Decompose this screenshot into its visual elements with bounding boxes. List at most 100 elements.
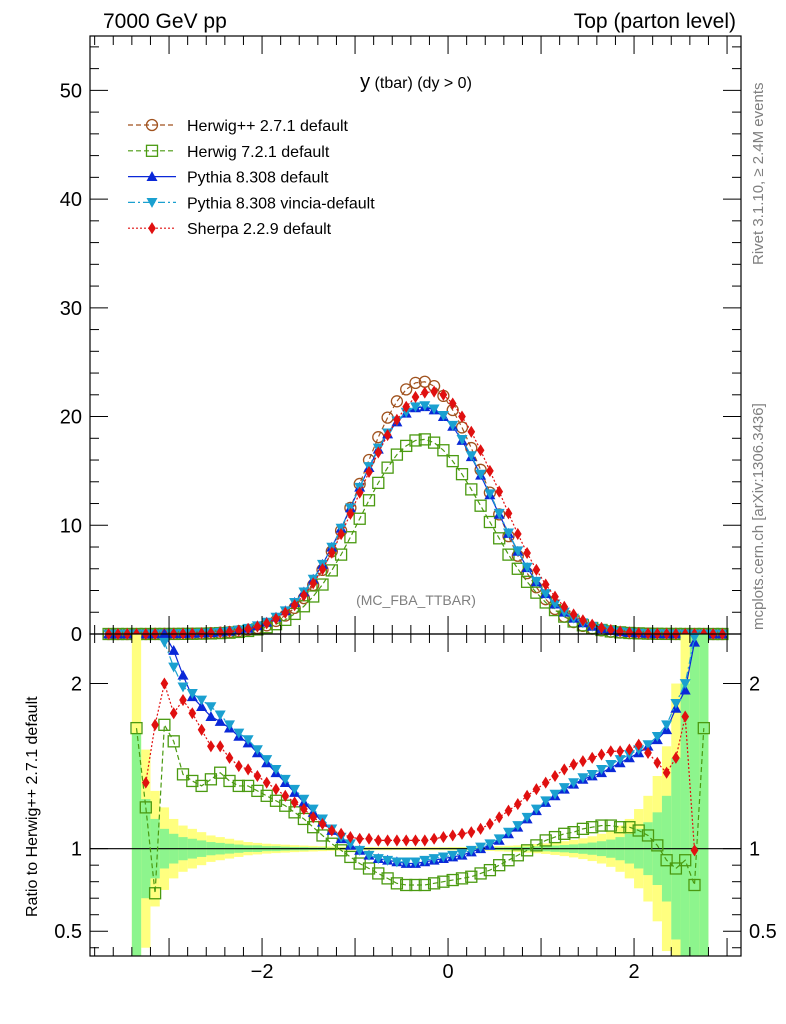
ratio-2-point (419, 855, 431, 866)
ratio-2-point (493, 834, 505, 845)
series-1-point (362, 494, 376, 507)
ratio-3-point (616, 745, 624, 758)
ratio-3-point (253, 769, 262, 783)
ratio-3-point (383, 834, 392, 847)
ratio-0-point (586, 821, 599, 834)
upper-ytick-label: 40 (60, 189, 82, 211)
band-green (699, 634, 709, 956)
ratio-3-point (448, 829, 457, 842)
series-4-point (523, 546, 531, 560)
ratio-0-point (623, 821, 636, 834)
ratio-3-point (672, 751, 680, 764)
ratio-0-point (446, 873, 459, 887)
series-4-point (420, 386, 429, 399)
series-4-point (439, 388, 448, 401)
series-4-point (402, 400, 411, 413)
ratio-3-point (374, 834, 383, 847)
ratio-2-point (530, 804, 542, 815)
ratio-0-point (651, 839, 664, 852)
ratio-3-point (290, 796, 299, 809)
ratio-0-point (325, 837, 338, 850)
series-1-point (307, 590, 320, 603)
series-1-point (474, 499, 487, 512)
series-4-point (476, 444, 485, 457)
legend-label: Herwig 7.2.1 default (187, 144, 330, 161)
ratio-ytick-label-right: 2 (749, 674, 760, 696)
ratio-3-point (234, 760, 243, 773)
series-1-point (381, 461, 394, 474)
ratio-3-point (197, 723, 206, 736)
ratio-0-point (390, 877, 404, 890)
series-4-point (244, 622, 252, 635)
series-4-point (374, 446, 383, 459)
ratio-0-point (688, 878, 701, 892)
ratio-0-point (669, 862, 683, 875)
ratio-3-point (662, 766, 671, 779)
ratio-0-point (437, 875, 450, 888)
xtick-label: −2 (251, 961, 274, 983)
ratio-0-point (204, 773, 218, 786)
series-4-point (393, 413, 401, 426)
legend-marker (145, 118, 159, 132)
ratio-3-point (365, 832, 373, 845)
ratio-3-point (476, 822, 485, 835)
ratio-0-point (679, 854, 692, 867)
ratio-0-point (558, 827, 571, 840)
ratio-frame (89, 633, 742, 957)
series-4-point (207, 626, 215, 639)
ratio-3-point (160, 677, 169, 690)
series-4-point (253, 620, 262, 633)
ratio-3-point (355, 832, 364, 845)
ratio-2-point (540, 796, 552, 807)
ratio-2-point (456, 849, 468, 860)
series-1-point (353, 512, 366, 525)
series-1-point (493, 532, 506, 545)
series-1-point (418, 433, 431, 446)
series-4-point (504, 507, 513, 520)
ratio-3-point (439, 831, 448, 844)
series-3-point (521, 562, 533, 573)
legend-marker (145, 144, 159, 157)
ratio-3-point (458, 827, 466, 840)
series-1-point (455, 468, 469, 481)
ratio-2-point (577, 773, 589, 784)
band-green (689, 634, 700, 956)
ratio-2-point (186, 689, 198, 699)
ratio-0-point (334, 844, 348, 857)
ratio-3-point (644, 746, 652, 759)
rivet-label: Rivet 3.1.10, ≥ 2.4M events (750, 83, 767, 266)
series-4-point (467, 425, 476, 438)
ratio-3-point (541, 776, 550, 789)
ratio-0-point (409, 878, 422, 892)
series-3-point (456, 434, 468, 445)
ratio-1-point (205, 711, 217, 721)
legend: Herwig++ 2.7.1 default Herwig 7.2.1 defau… (128, 118, 375, 238)
series-4-point (458, 410, 466, 423)
ratio-2-point (344, 839, 356, 850)
series-3-point (549, 599, 561, 610)
ratio-line-0 (135, 722, 705, 894)
legend-marker (146, 198, 158, 208)
series-4-point (430, 385, 438, 398)
series-3-point (419, 401, 431, 412)
series-4-point (290, 599, 299, 612)
ratio-2-point (205, 702, 217, 713)
series-4-point (569, 608, 578, 621)
ratio-ytick-label: 0.5 (54, 921, 82, 943)
ratio-0-point (576, 822, 590, 836)
ratio-3-point (486, 817, 494, 830)
plot-title-rest: (tbar) (dy > 0) (370, 75, 472, 92)
upper-ytick-label: 30 (60, 298, 82, 320)
ratio-2-point (512, 821, 524, 832)
series-4-point (551, 590, 559, 603)
ratio-2-point (475, 842, 487, 853)
plot-title: y (tbar) (dy > 0) (360, 71, 472, 93)
series-4-point (448, 397, 457, 410)
series-4-point (281, 606, 290, 619)
series-1-point (427, 436, 441, 449)
series-1-point (520, 575, 534, 588)
ratio-2-point (689, 632, 700, 643)
series-3-point (484, 489, 496, 500)
series-1-point (325, 564, 338, 577)
